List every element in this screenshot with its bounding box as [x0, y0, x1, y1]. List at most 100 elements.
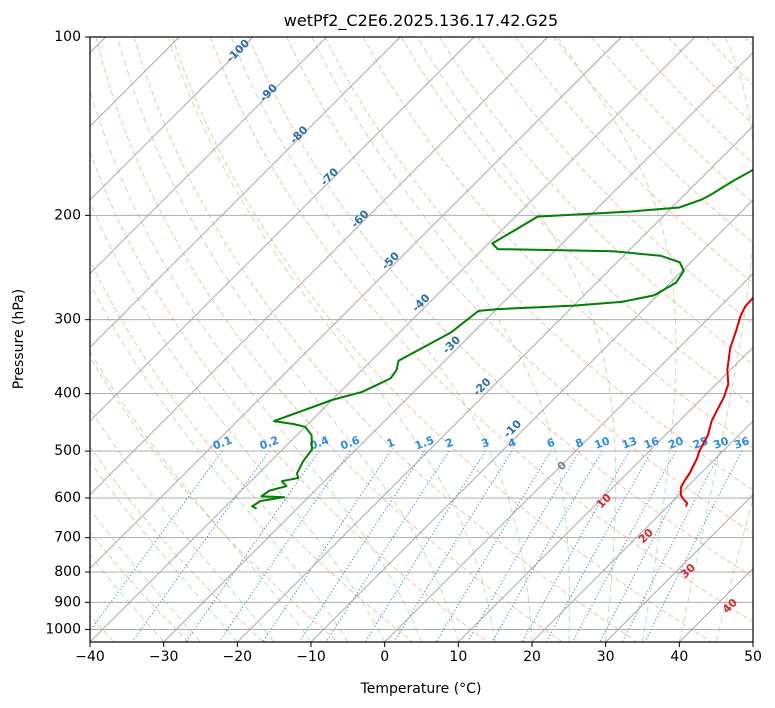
- moist-adiabat-line: [167, 37, 496, 642]
- temperature-profile-line: [679, 296, 753, 507]
- isotherm-line: [90, 37, 327, 275]
- moist-adiabat-line: [90, 283, 349, 642]
- y-tick-label: 300: [54, 312, 81, 328]
- dewpoint-profile-line: [251, 168, 753, 510]
- isotherm-line: [90, 37, 696, 642]
- isotherm-line: [163, 52, 753, 642]
- dry-adiabat-line: [438, 37, 753, 366]
- x-tick-label: 30: [597, 649, 615, 665]
- x-tick-label: −30: [149, 649, 179, 665]
- isotherm-line: [90, 37, 622, 569]
- y-tick-label: 800: [54, 564, 81, 580]
- dry-adiabat-line: [362, 37, 753, 449]
- moist-adiabat-line: [90, 554, 165, 642]
- isotherm-line: [237, 125, 753, 642]
- x-tick-label: −20: [223, 649, 253, 665]
- dry-adiabat-line: [210, 37, 753, 623]
- isotherm-line: [458, 346, 753, 642]
- moist-adiabat-line: [416, 37, 617, 642]
- y-axis-ticks: 100 200 300 400 500 600 700 800 900 1000: [45, 29, 90, 637]
- mixing-ratio-line: [599, 450, 701, 642]
- mixing-ratio-label: 36: [732, 434, 751, 452]
- mixing-ratio-line: [621, 450, 722, 642]
- dry-adiabat-line: [629, 37, 753, 165]
- y-tick-label: 600: [54, 490, 81, 506]
- mixing-ratio-line: [364, 450, 486, 642]
- plot-frame: [89, 36, 754, 643]
- x-tick-label: 20: [523, 649, 541, 665]
- mixing-ratio-line: [298, 450, 425, 642]
- moist-adiabat-line: [90, 200, 386, 642]
- x-tick-label: 40: [670, 649, 688, 665]
- mixing-ratio-line: [521, 450, 630, 642]
- mixing-ratio-label: 0.4: [308, 434, 331, 453]
- x-tick-label: −40: [75, 649, 105, 665]
- mixing-ratio-line: [90, 450, 223, 632]
- moist-adiabat-line: [90, 408, 275, 642]
- dry-adiabat-line: [324, 37, 753, 491]
- y-axis-label: Pressure (hPa): [11, 289, 27, 389]
- isotherm-line: [90, 37, 401, 348]
- mixing-ratio-label: 10: [593, 434, 612, 452]
- x-tick-label: −10: [296, 649, 326, 665]
- dry-adiabat-line: [90, 445, 264, 642]
- dry-adiabat-line: [248, 37, 753, 578]
- isotherm-line: [605, 494, 753, 642]
- dry-adiabat-line: [400, 37, 753, 407]
- moist-adiabat-line: [230, 37, 533, 642]
- chart-title: wetPf2_C2E6.2025.136.17.42.G25: [284, 11, 558, 31]
- mixing-ratio-label: 1.5: [413, 434, 436, 453]
- dry-adiabat-line: [286, 37, 753, 534]
- x-axis-ticks: −40 −30 −20 −10 0 10 20 30 40 50: [75, 642, 762, 665]
- dry-adiabat-line: [90, 150, 488, 642]
- mixing-ratio-label: 8: [574, 436, 586, 451]
- dry-adiabat-line: [515, 37, 753, 284]
- mixing-ratio-label: 20: [666, 434, 685, 452]
- isotherm-line: [310, 199, 753, 642]
- mixing-ratio-label: 0.2: [258, 434, 281, 453]
- mixing-ratio-label: 3: [480, 436, 492, 451]
- x-tick-label: 0: [380, 649, 389, 665]
- mixing-ratio-label: 16: [642, 434, 661, 452]
- mixing-ratio-label: 0.1: [211, 434, 234, 453]
- y-tick-label: 500: [54, 443, 81, 459]
- y-tick-label: 1000: [45, 621, 81, 637]
- y-tick-label: 400: [54, 386, 81, 402]
- mixing-ratio-line: [218, 450, 351, 642]
- isotherm-line: [90, 37, 254, 201]
- y-tick-label: 700: [54, 530, 81, 546]
- moist-adiabat-line: [678, 37, 753, 642]
- moist-adiabat-line: [90, 89, 422, 642]
- grid-lines: [90, 37, 753, 642]
- isotherm-line: [384, 273, 753, 642]
- y-tick-label: 200: [54, 207, 81, 223]
- x-tick-label: 10: [449, 649, 467, 665]
- x-tick-label: 50: [744, 649, 762, 665]
- moist-adiabat-line: [117, 37, 459, 642]
- mixing-ratio-line: [545, 450, 653, 642]
- mixing-ratio-label: 30: [712, 434, 731, 452]
- mixing-ratio-line: [572, 450, 677, 642]
- mixing-ratio-labels: 0.1 0.2 0.4 0.6 1 1.5 2 3 4 6 8 10 13 16 20 25 30 36: [211, 434, 751, 453]
- moist-adiabat-line: [90, 508, 201, 642]
- dry-adiabat-line: [90, 259, 414, 642]
- dry-adiabat-line: [95, 37, 563, 642]
- dry-adiabat-line: [133, 37, 638, 642]
- mixing-ratio-label: 6: [545, 436, 557, 451]
- dry-adiabat-line: [171, 37, 712, 642]
- mixing-ratio-label: 0.6: [339, 434, 362, 453]
- x-axis-label: Temperature (°C): [360, 681, 482, 697]
- mixing-ratio-label: 4: [506, 436, 518, 451]
- mixing-ratio-label: 1: [385, 436, 397, 451]
- mixing-ratio-label: 2: [443, 436, 455, 451]
- mixing-ratio-line: [185, 450, 320, 642]
- y-tick-label: 100: [54, 29, 81, 45]
- mixing-ratio-label: 13: [620, 434, 639, 451]
- isotherm-line: [90, 37, 548, 496]
- series-lines: [251, 168, 753, 510]
- y-tick-label: 900: [54, 594, 81, 610]
- isotherm-line: [531, 420, 753, 642]
- moist-adiabat-line: [715, 496, 753, 642]
- isotherm-line: [90, 37, 475, 422]
